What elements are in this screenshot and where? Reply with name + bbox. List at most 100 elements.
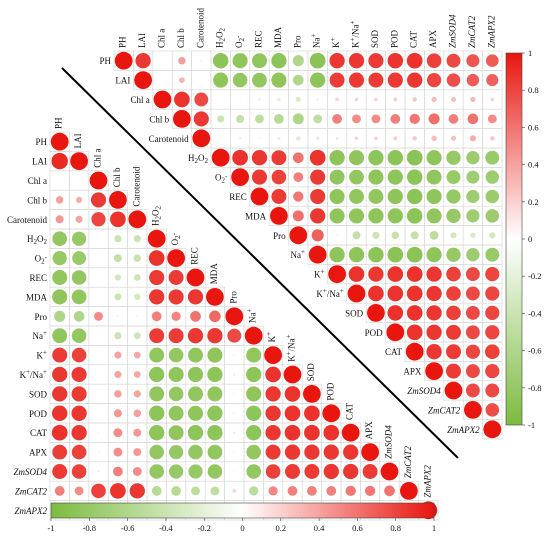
upper-circle-carotenoid-pro — [296, 136, 301, 141]
upper-circle-mda-cat — [406, 208, 423, 224]
upper-circle-sod-cat — [406, 305, 423, 321]
lower-circle-apx-mda — [207, 444, 223, 460]
upper-circle-sod-zmsod4 — [446, 305, 461, 321]
upper-circle-h2o2-apx — [426, 150, 442, 166]
lower-circle-na-na — [244, 326, 263, 345]
upper-circle-pro-pod — [391, 231, 400, 240]
upper-circle-k-na-k-na — [347, 284, 366, 303]
upper-circle-k-k-na — [348, 266, 365, 282]
lower-column-label-ph: PH — [54, 117, 64, 129]
upper-circle-lai-lai — [134, 71, 153, 89]
lower-circle-k-na-carotenoid — [133, 371, 141, 378]
upper-circle-chl-b-carotenoid — [193, 111, 209, 127]
upper-row-label-chl-a: Chl a — [131, 95, 150, 105]
lower-circle-pod-pod — [322, 404, 341, 423]
lower-column-label-k: K+ — [265, 332, 277, 343]
lower-circle-na-rec — [187, 328, 204, 344]
lower-circle-k-na-h2o2 — [149, 366, 165, 383]
vertical-colorbar-tick-label: 0.2 — [528, 197, 539, 207]
lower-circle-na-chl-a — [97, 334, 100, 337]
lower-column-label-zmcat2: ZmCAT2 — [403, 446, 413, 479]
upper-circle-sod-sod — [367, 304, 385, 322]
lower-circle-zmsod4-chl-a — [97, 470, 100, 473]
upper-circle-carotenoid-o2 — [238, 136, 242, 140]
vertical-colorbar-tick-label: 0.6 — [528, 122, 539, 132]
upper-row-label-zmsod4: ZmSOD4 — [407, 386, 441, 396]
upper-circle-o2-pro — [293, 172, 304, 182]
lower-circle-carotenoid-carotenoid — [128, 210, 147, 229]
lower-circle-sod-pro — [233, 393, 236, 395]
upper-circle-carotenoid-k — [335, 136, 339, 140]
upper-circle-chl-b-zmcat2 — [467, 113, 479, 125]
upper-circle-k-sod — [368, 266, 384, 282]
lower-circle-zmsod4-na — [246, 464, 261, 479]
lower-circle-k-carotenoid — [133, 351, 141, 359]
upper-circle-k-pod — [387, 266, 404, 282]
lower-circle-cat-h2o2 — [149, 425, 165, 441]
lower-circle-zmsod4-pro — [233, 470, 236, 473]
lower-circle-pro-pro — [225, 307, 244, 326]
lower-circle-sod-ph — [52, 386, 68, 402]
lower-circle-cat-k — [265, 425, 281, 441]
lower-circle-pod-na — [246, 405, 262, 421]
upper-circle-ph-mda — [271, 53, 287, 69]
lower-circle-sod-lai — [71, 386, 87, 402]
upper-circle-o2-pod — [387, 169, 403, 185]
upper-circle-o2-cat — [406, 169, 423, 185]
upper-circle-ph-apx — [426, 53, 442, 68]
upper-circle-carotenoid-rec — [258, 137, 261, 140]
lower-circle-o2-carotenoid — [133, 254, 142, 262]
lower-circle-apx-o2 — [168, 444, 184, 460]
lower-circle-pro-lai — [73, 310, 85, 322]
lower-circle-zmsod4-ph — [52, 464, 68, 479]
lower-row-label-zmapx2: ZmAPX2 — [15, 506, 48, 516]
vertical-colorbar-tick-label: 0 — [528, 234, 532, 244]
lower-circle-h2o2-ph — [52, 231, 67, 246]
lower-row-label-cat: CAT — [30, 428, 48, 438]
upper-circle-chl-b-na — [313, 114, 323, 124]
lower-circle-k-chl-a — [97, 354, 100, 356]
upper-row-label-k-na: K+/Na+ — [316, 287, 343, 299]
lower-circle-rec-ph — [52, 270, 68, 285]
lower-circle-k-na-chl-b — [114, 370, 122, 379]
upper-circle-ph-k — [329, 53, 345, 69]
lower-circle-cat-mda — [207, 425, 223, 441]
upper-column-label-zmapx2: ZmAPX2 — [486, 15, 496, 48]
upper-circle-chl-a-rec — [258, 98, 261, 101]
upper-circle-o2-na — [310, 169, 326, 185]
lower-circle-pod-ph — [51, 405, 68, 422]
lower-circle-zmsod4-k — [265, 464, 281, 479]
upper-column-label-mda: MDA — [273, 26, 283, 48]
upper-circle-lai-chl-a — [161, 79, 164, 81]
upper-circle-mda-mda — [270, 207, 288, 225]
upper-circle-ph-lai — [135, 53, 151, 69]
lower-circle-h2o2-carotenoid — [133, 235, 141, 243]
upper-column-label-zmcat2: ZmCAT2 — [467, 15, 477, 48]
upper-circle-lai-zmcat2 — [466, 73, 480, 87]
upper-circle-zmsod4-zmsod4 — [444, 381, 463, 400]
lower-circle-zmcat2-pro — [232, 489, 237, 493]
lower-circle-mda-carotenoid — [134, 293, 141, 301]
upper-circle-rec-cat — [406, 188, 423, 205]
lower-circle-apx-apx — [361, 443, 379, 461]
upper-circle-cat-apx — [426, 344, 442, 360]
lower-circle-k-na-mda — [207, 366, 223, 383]
upper-column-label-pro: Pro — [292, 35, 302, 48]
upper-circle-k-apx — [426, 266, 442, 282]
lower-circle-zmsod4-rec — [188, 464, 203, 479]
upper-circle-ph-rec — [252, 53, 267, 69]
lower-circle-carotenoid-lai — [75, 215, 83, 223]
upper-column-label-ph: PH — [118, 36, 128, 48]
upper-column-label-chl-b: Chl b — [176, 28, 186, 48]
upper-circle-k-cat — [406, 266, 423, 282]
upper-circle-lai-na — [310, 72, 326, 88]
lower-circle-zmcat2-sod — [307, 486, 317, 496]
lower-circle-apx-chl-b — [113, 447, 123, 457]
upper-circle-ph-chl-a — [161, 60, 164, 62]
upper-circle-cat-zmapx2 — [485, 344, 500, 360]
lower-circle-mda-h2o2 — [149, 289, 165, 305]
lower-circle-apx-carotenoid — [133, 448, 142, 457]
upper-circle-o2-o2 — [231, 168, 250, 187]
lower-circle-sod-k — [265, 386, 281, 402]
lower-circle-zmsod4-pod — [323, 463, 339, 480]
